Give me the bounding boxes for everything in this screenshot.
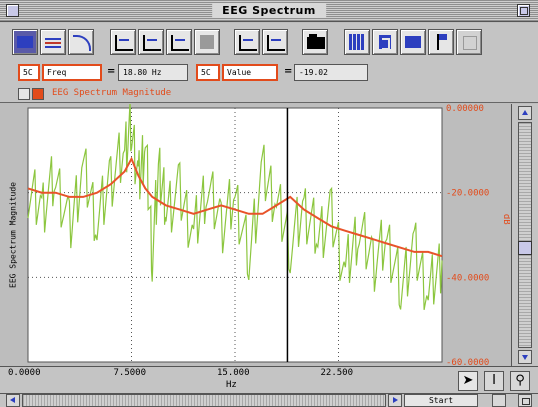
title-bar[interactable]: EEG Spectrum [0,0,538,22]
abs-icon[interactable] [400,29,426,55]
x-axis-label: Hz [226,380,237,390]
x-tick-label-text: 7.5000 [113,368,147,378]
stacked-plot-icon[interactable] [12,29,38,55]
scroll-left-arrow-icon[interactable] [6,394,20,407]
left-equals: = [107,66,116,77]
grow-box-icon[interactable] [518,394,532,407]
y-tick-label: 0.00000 [446,104,484,114]
zoom-y-icon[interactable] [262,29,288,55]
cursor-readout-row: 5C Freq = 18.80 Hz 5C Value = -19.02 [0,61,538,85]
grid-icon[interactable] [344,29,370,55]
channel-color-swatch[interactable] [32,88,44,100]
zoom-box-icon[interactable] [517,4,530,17]
right-channel-select[interactable]: 5C [196,64,220,81]
raw-spectrum-line [27,104,443,311]
horizontal-scrollbar[interactable]: Start [0,393,538,407]
vertical-scrollbar[interactable] [511,104,538,366]
right-field-select[interactable]: Value [222,64,278,81]
horizontal-scroll-track[interactable] [22,394,386,407]
scroll-right-arrow-icon[interactable] [388,394,402,407]
data-points-icon[interactable] [138,29,164,55]
vertical-scroll-track[interactable] [518,122,532,348]
x-tick-label-text: 22.500 [320,368,354,378]
y-tick-label: -20.0000 [446,189,489,199]
cursor-icon[interactable] [194,29,220,55]
right-equals: = [284,66,293,77]
curve-icon[interactable] [68,29,94,55]
disabled-tool-icon [456,29,482,55]
y-tick-label: -60.0000 [446,358,489,366]
start-button[interactable]: Start [404,394,478,407]
overlay-plot-icon[interactable] [40,29,66,55]
flag-icon[interactable] [428,29,454,55]
channel-toggle-checkbox[interactable] [18,88,30,100]
ibeam-tool-icon[interactable]: I [484,371,504,391]
axis-graph-icon[interactable] [166,29,192,55]
folder-icon[interactable] [302,29,328,55]
scroll-end-arrow-icon[interactable] [492,394,506,407]
chart-labels: 0.00000 -20.0000 -40.0000 -60.0000 dB [446,104,510,366]
zoom-x-icon[interactable] [234,29,260,55]
scale-icon[interactable] [110,29,136,55]
value-readout: -19.02 [294,64,368,81]
y2-axis-label: dB [501,214,510,225]
freq-readout: 18.80 Hz [118,64,188,81]
vertical-scroll-thumb[interactable] [518,241,532,255]
toolbar [0,23,538,61]
smoothed-spectrum-line [27,156,443,258]
y-tick-label: -40.0000 [446,273,489,283]
legend-row: EEG Spectrum Magnitude [0,85,538,103]
sigma-icon[interactable] [372,29,398,55]
scroll-up-arrow-icon[interactable] [518,106,532,120]
x-tick-label-text: 0.0000 [8,368,41,378]
scroll-down-arrow-icon[interactable] [518,350,532,364]
window-title: EEG Spectrum [212,3,326,18]
left-channel-select[interactable]: 5C [18,64,40,81]
pointer-tool-icon[interactable]: ➤ [458,371,478,391]
chart-series [27,104,443,362]
left-field-select[interactable]: Freq [42,64,102,81]
spectrum-chart[interactable]: 0.00000 -20.0000 -40.0000 -60.0000 dB [0,104,510,366]
close-box-icon[interactable] [6,4,19,17]
legend-label: EEG Spectrum Magnitude [52,88,172,98]
magnifier-tool-icon[interactable]: ⚲ [510,371,530,391]
x-tick-label-text: 15.000 [217,368,250,378]
